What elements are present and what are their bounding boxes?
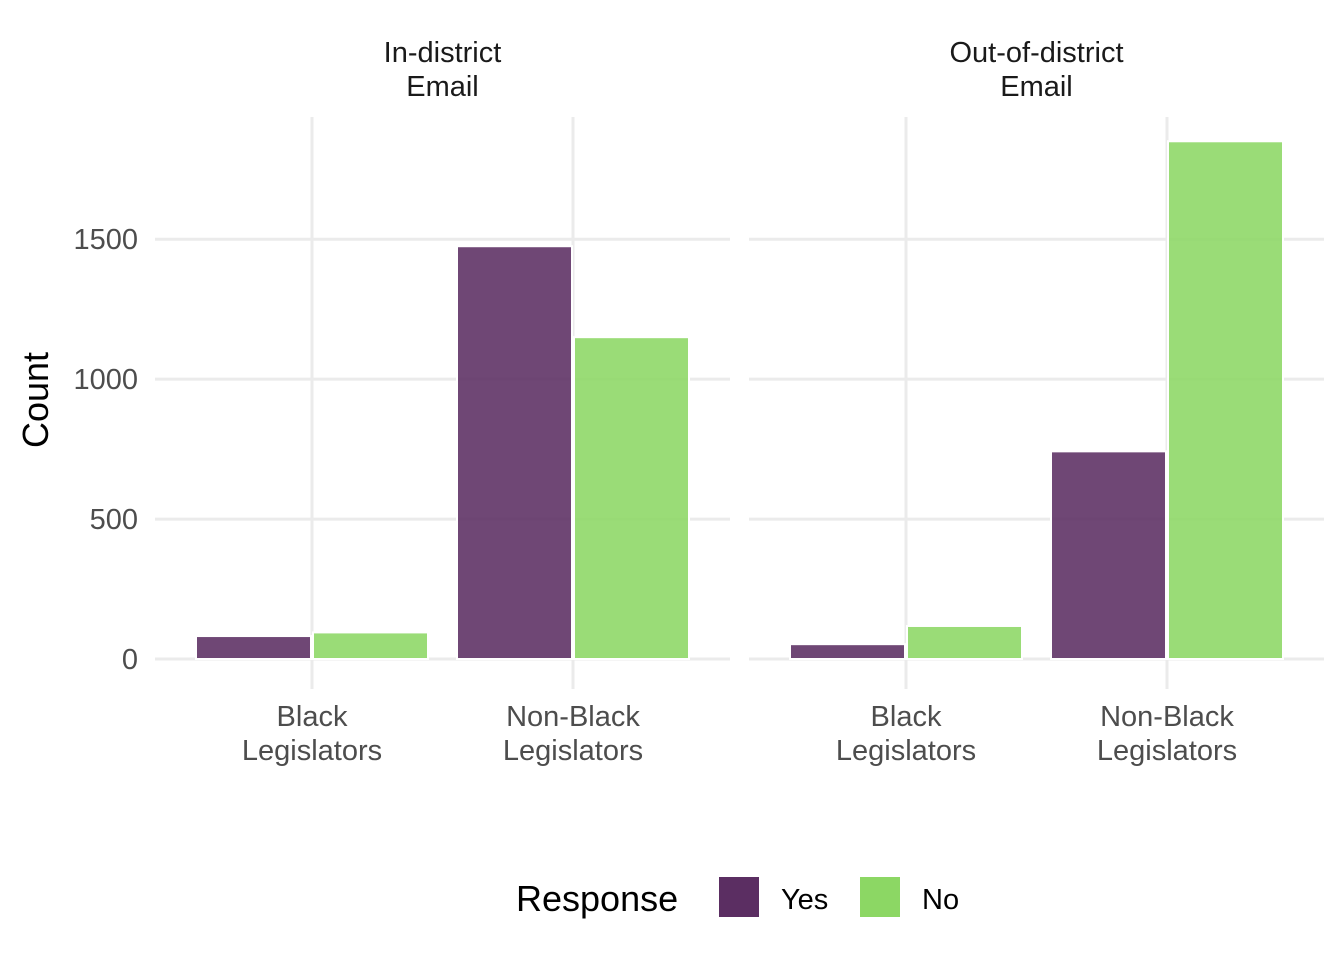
y-tick-label: 1500	[73, 224, 138, 256]
x-tick-label: Legislators	[1097, 735, 1237, 767]
bar-no	[312, 631, 429, 660]
bar-no	[1167, 140, 1284, 660]
bar-yes	[1050, 450, 1167, 660]
y-axis-title: Count	[15, 352, 56, 448]
x-tick-label: Black	[277, 701, 348, 733]
facet-panel: BlackLegislatorsNon-BlackLegislatorsOut-…	[749, 37, 1324, 767]
x-tick-label: Legislators	[836, 735, 976, 767]
legend: Response Yes No	[516, 877, 959, 919]
y-tick-label: 0	[122, 644, 138, 676]
bar-yes	[195, 635, 312, 661]
legend-label-yes: Yes	[781, 884, 828, 916]
x-tick-label: Non-Black	[1100, 701, 1234, 733]
y-tick-label: 1000	[73, 364, 138, 396]
facet-title: Email	[406, 71, 479, 103]
facet-panel: BlackLegislatorsNon-BlackLegislatorsIn-d…	[155, 37, 730, 767]
y-axis-title-group: Count	[15, 352, 56, 448]
bar-yes	[456, 245, 573, 661]
facet-title: Email	[1000, 71, 1073, 103]
bar-no	[906, 624, 1023, 660]
x-tick-label: Legislators	[242, 735, 382, 767]
x-tick-label: Black	[871, 701, 942, 733]
x-tick-label: Legislators	[503, 735, 643, 767]
facet-title: Out-of-district	[949, 37, 1123, 69]
bar-yes	[789, 643, 906, 661]
legend-title: Response	[516, 878, 678, 919]
legend-key-yes	[719, 877, 759, 917]
facet-title: In-district	[384, 37, 502, 69]
x-tick-label: Non-Black	[506, 701, 640, 733]
y-axis-ticks: 0 500 1000 1500	[73, 224, 138, 676]
legend-key-no	[860, 877, 900, 917]
y-tick-label: 500	[90, 504, 138, 536]
facet-panels: BlackLegislatorsNon-BlackLegislatorsIn-d…	[155, 37, 1324, 767]
bar-no	[573, 336, 690, 660]
legend-label-no: No	[922, 884, 959, 916]
